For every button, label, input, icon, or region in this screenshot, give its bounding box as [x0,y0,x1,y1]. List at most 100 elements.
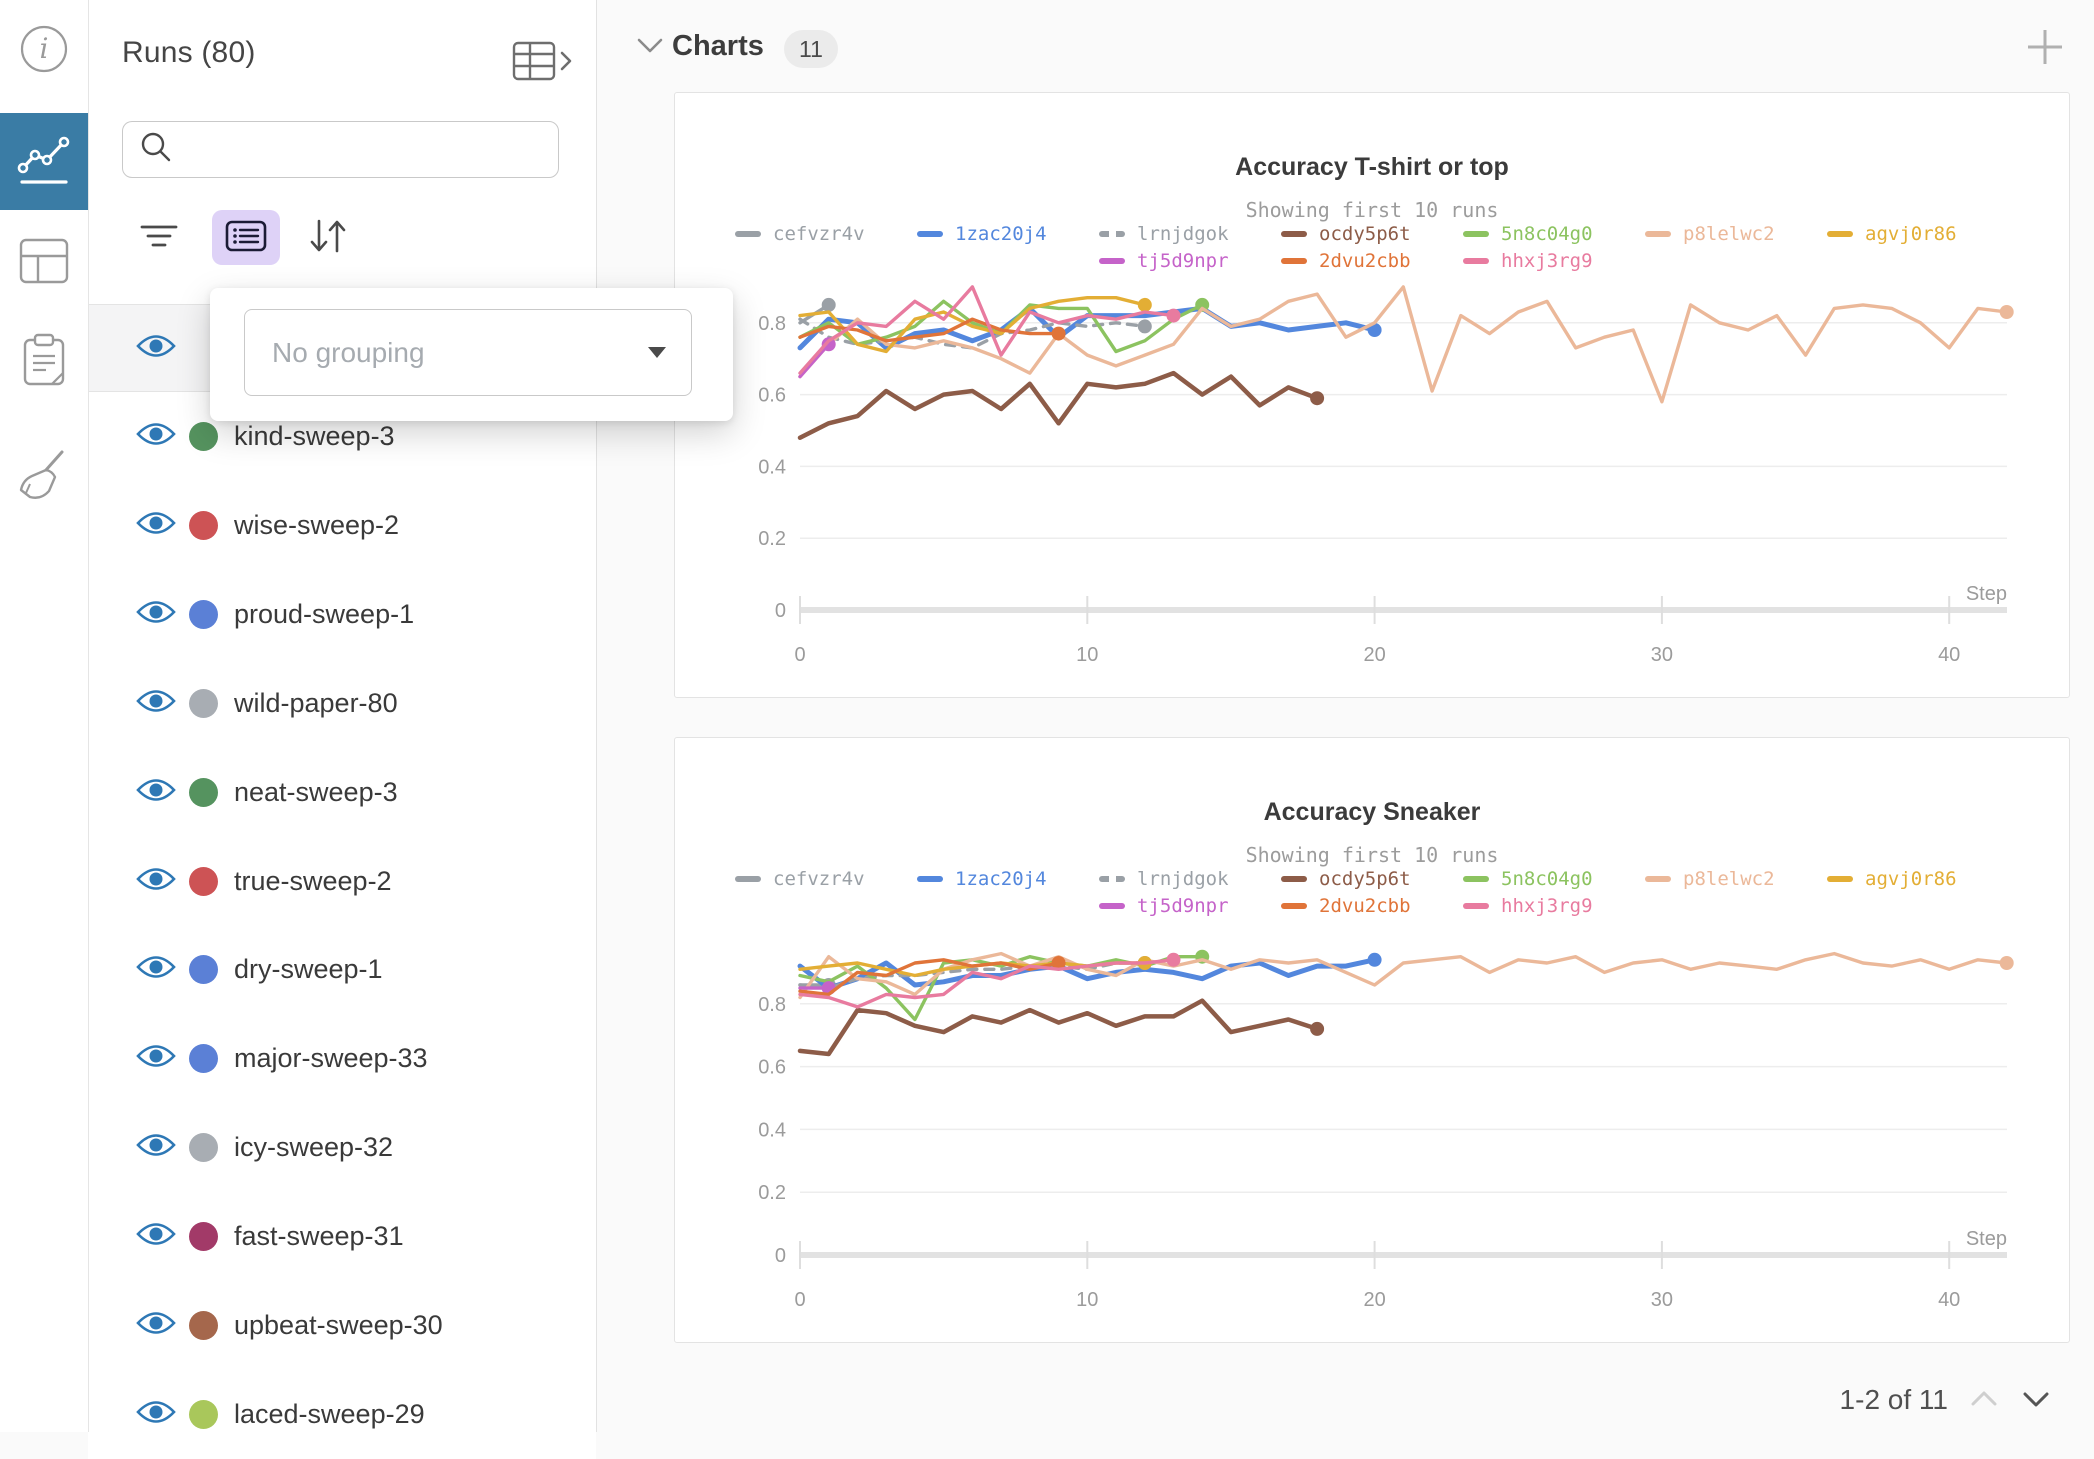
group-runs-button[interactable] [212,210,280,265]
legend-item[interactable]: cefvzr4v [735,220,917,247]
previous-page-button[interactable] [1968,1389,2000,1412]
run-row[interactable]: wise-sweep-2 [88,480,596,570]
grouping-popup: No grouping [210,288,733,421]
notes-nav-button[interactable] [0,330,88,392]
sort-updown-icon [307,217,349,258]
caret-down-icon [648,347,666,358]
legend-item[interactable]: hhxj3rg9 [1463,892,1645,919]
filter-icon [139,223,179,252]
run-row[interactable]: upbeat-sweep-30 [88,1281,596,1370]
filter-runs-button[interactable] [136,214,182,260]
legend-item[interactable]: 2dvu2cbb [1281,892,1463,919]
grouping-select[interactable]: No grouping [244,309,692,396]
run-row[interactable]: neat-sweep-3 [88,747,596,837]
table-expand-icon [512,41,574,85]
visibility-eye-icon[interactable] [136,509,176,542]
run-row[interactable]: major-sweep-33 [88,1014,596,1104]
legend-run-id: 5n8c04g0 [1501,222,1593,245]
chart-plot: 0 10 20 30 40 0 0.2 0.4 0.6 0.8 Step [758,949,2014,1311]
visibility-eye-icon[interactable] [136,1309,176,1342]
visibility-eye-icon[interactable] [136,598,176,631]
legend-run-id: 2dvu2cbb [1319,894,1411,917]
charts-section-title: Charts [672,30,764,62]
legend-item[interactable]: lrnjdgok [1099,865,1281,892]
panels-nav-button[interactable] [0,234,88,290]
legend-item[interactable]: hhxj3rg9 [1463,247,1645,274]
sweeps-nav-button[interactable] [0,444,88,506]
plus-icon [2024,30,2066,71]
legend-run-id: lrnjdgok [1137,222,1229,245]
visibility-eye-icon[interactable] [136,776,176,809]
expand-runs-table-button[interactable] [512,40,574,82]
legend-run-id: 1zac20j4 [955,222,1047,245]
run-color-dot [189,866,218,896]
visibility-eye-icon[interactable] [136,1398,176,1431]
legend-swatch-icon [1281,875,1307,882]
legend-swatch-icon [1827,875,1853,882]
chart-card[interactable]: Accuracy T-shirt or top Showing first 10… [674,92,2070,698]
line-chart-icon [17,132,71,191]
legend-run-id: 2dvu2cbb [1319,249,1411,272]
visibility-eye-icon[interactable] [136,1220,176,1253]
run-row[interactable]: dry-sweep-1 [88,925,596,1015]
workspace-nav-button[interactable] [0,113,88,210]
visibility-eye-icon[interactable] [136,332,176,365]
run-row[interactable]: icy-sweep-32 [88,1103,596,1193]
legend-item[interactable]: agvj0r86 [1827,865,2009,892]
legend-item[interactable]: p8lelwc2 [1645,865,1827,892]
legend-item[interactable]: tj5d9npr [1099,892,1281,919]
svg-text:0.6: 0.6 [758,1057,786,1079]
run-row[interactable]: laced-sweep-29 [88,1369,596,1459]
visibility-eye-icon[interactable] [136,1042,176,1075]
legend-item[interactable]: ocdy5p6t [1281,865,1463,892]
collapse-charts-section-button[interactable] [635,36,665,59]
run-row[interactable]: fast-sweep-31 [88,1192,596,1282]
chart-plot: 0 10 20 30 40 0 0.2 0.4 0.6 0.8 Step [758,285,2014,666]
run-name: major-sweep-33 [234,1043,428,1074]
visibility-eye-icon[interactable] [136,1131,176,1164]
legend-item[interactable]: lrnjdgok [1099,220,1281,247]
legend-run-id: hhxj3rg9 [1501,894,1593,917]
legend-item[interactable]: 2dvu2cbb [1281,247,1463,274]
visibility-eye-icon[interactable] [136,420,176,453]
sort-runs-button[interactable] [303,214,353,260]
next-page-button[interactable] [2020,1389,2052,1412]
svg-text:30: 30 [1651,644,1673,666]
legend-run-id: cefvzr4v [773,867,865,890]
legend-run-id: tj5d9npr [1137,894,1229,917]
svg-text:0.4: 0.4 [758,1119,786,1141]
legend-item[interactable]: ocdy5p6t [1281,220,1463,247]
run-row[interactable]: true-sweep-2 [88,836,596,926]
run-row[interactable]: proud-sweep-1 [88,569,596,659]
legend-item[interactable]: cefvzr4v [735,865,917,892]
visibility-eye-icon[interactable] [136,953,176,986]
legend-item[interactable]: agvj0r86 [1827,220,2009,247]
add-panel-button[interactable] [2024,26,2066,68]
legend-item[interactable]: p8lelwc2 [1645,220,1827,247]
legend-item[interactable]: 1zac20j4 [917,220,1099,247]
info-nav-button[interactable]: i [0,22,88,78]
legend-item[interactable]: tj5d9npr [1099,247,1281,274]
legend-item[interactable]: 5n8c04g0 [1463,220,1645,247]
legend-swatch-icon [1463,230,1489,237]
legend-swatch-icon [917,230,943,237]
legend-swatch-icon [1099,230,1125,237]
run-color-dot [189,955,218,985]
pagination-label: 1-2 of 11 [1839,1384,1948,1415]
visibility-eye-icon[interactable] [136,687,176,720]
run-name: upbeat-sweep-30 [234,1310,443,1340]
legend-run-id: p8lelwc2 [1683,222,1775,245]
legend-run-id: p8lelwc2 [1683,867,1775,890]
chart-card[interactable]: Accuracy Sneaker Showing first 10 runs c… [674,737,2070,1343]
legend-swatch-icon [917,875,943,882]
chevron-down-icon [2020,1389,2052,1412]
run-row[interactable]: wild-paper-80 [88,658,596,748]
charts-workspace: Charts 11 Accuracy T-shirt or top Showin… [596,0,2094,1432]
run-color-dot [189,1044,218,1074]
search-input[interactable] [186,133,544,166]
legend-item[interactable]: 1zac20j4 [917,865,1099,892]
charts-count-badge: 11 [784,30,838,68]
visibility-eye-icon[interactable] [136,865,176,898]
svg-text:i: i [40,32,49,65]
legend-item[interactable]: 5n8c04g0 [1463,865,1645,892]
